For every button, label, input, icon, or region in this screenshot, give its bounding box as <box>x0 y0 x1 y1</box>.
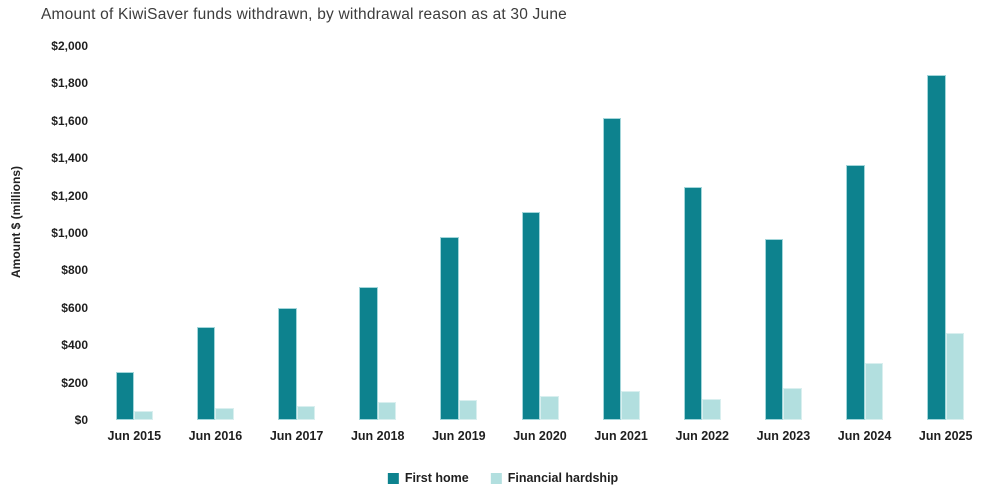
x-tick-label: Jun 2023 <box>756 429 811 443</box>
y-tick-label: $800 <box>61 263 88 278</box>
bar-financial-hardship <box>945 333 965 420</box>
x-tick-label: Jun 2018 <box>350 429 405 443</box>
x-tick-label: Jun 2015 <box>107 429 162 443</box>
bar-first-home <box>115 371 135 420</box>
bar-first-home <box>521 212 540 420</box>
bar-financial-hardship <box>458 399 478 420</box>
y-tick-label: $1,400 <box>51 151 88 166</box>
y-tick-label: $1,200 <box>51 188 88 203</box>
y-tick-label: $1,800 <box>51 76 88 91</box>
chart-title: Amount of KiwiSaver funds withdrawn, by … <box>41 6 567 23</box>
x-tick-label: Jun 2019 <box>432 429 486 443</box>
bar-first-home <box>196 327 216 420</box>
x-tick-label: Jun 2022 <box>675 429 730 443</box>
bar-first-home <box>764 238 784 420</box>
x-tick-label: Jun 2021 <box>594 429 648 443</box>
y-tick-label: $1,600 <box>51 113 88 128</box>
chart-legend: First home Financial hardship <box>387 471 619 485</box>
bar-first-home <box>359 287 378 420</box>
legend-label: First home <box>404 471 469 485</box>
legend-swatch-financial-hardship <box>490 472 502 484</box>
bar-first-home <box>278 307 297 420</box>
bar-financial-hardship <box>134 411 153 420</box>
bar-financial-hardship <box>540 396 559 420</box>
legend-swatch-first-home <box>387 472 399 484</box>
x-tick-label: Jun 2020 <box>513 429 567 443</box>
y-tick-label: $400 <box>61 338 88 353</box>
y-tick-label: $0 <box>74 413 88 427</box>
bar-financial-hardship <box>621 391 640 420</box>
bar-financial-hardship <box>296 405 316 420</box>
bar-financial-hardship <box>215 408 234 420</box>
y-tick-label: $200 <box>61 375 88 390</box>
bar-first-home <box>440 237 459 420</box>
x-tick-label: Jun 2017 <box>269 429 324 443</box>
bar-financial-hardship <box>377 401 397 420</box>
legend-item-financial-hardship: Financial hardship <box>490 471 619 485</box>
x-tick-label: Jun 2025 <box>918 429 973 443</box>
bar-financial-hardship <box>702 399 721 420</box>
bar-financial-hardship <box>864 363 884 420</box>
legend-item-first-home: First home <box>387 471 469 485</box>
x-tick-label: Jun 2016 <box>188 429 243 443</box>
y-tick-label: $600 <box>61 300 88 315</box>
legend-label: Financial hardship <box>507 471 619 485</box>
bar-first-home <box>927 74 946 420</box>
bar-first-home <box>846 164 865 420</box>
y-tick-label: $2,000 <box>51 39 88 53</box>
bar-first-home <box>602 117 622 420</box>
y-tick-label: $1,000 <box>51 226 88 240</box>
x-tick-label: Jun 2024 <box>837 429 892 443</box>
bar-first-home <box>683 186 703 420</box>
bar-financial-hardship <box>783 387 802 420</box>
